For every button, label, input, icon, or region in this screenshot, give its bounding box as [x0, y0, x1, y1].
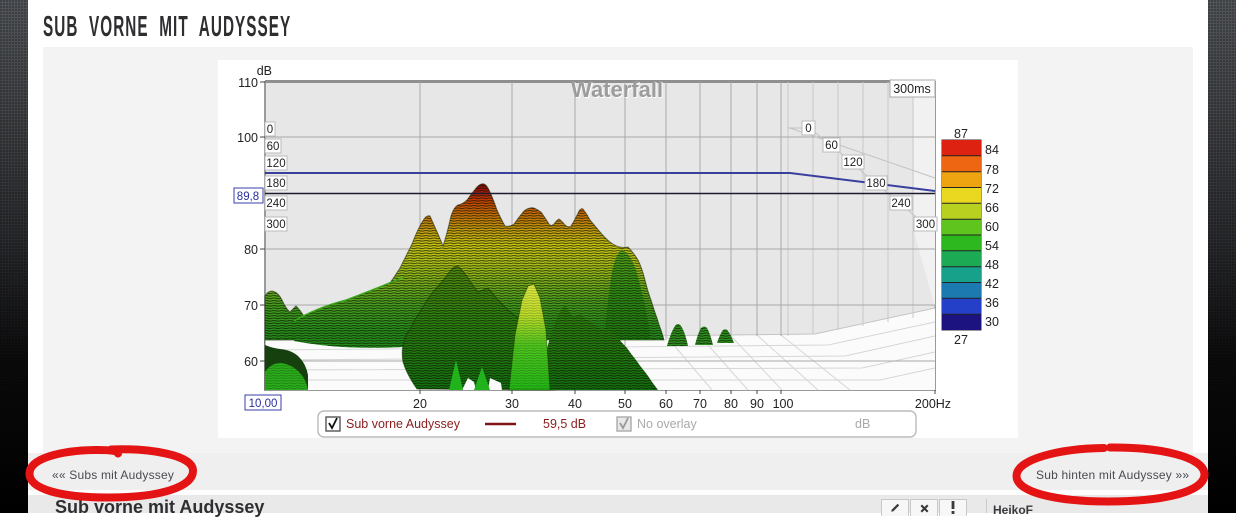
svg-text:dB: dB: [855, 417, 870, 431]
svg-text:60: 60: [244, 355, 258, 369]
svg-text:48: 48: [985, 258, 999, 272]
svg-text:Waterfall: Waterfall: [571, 77, 663, 102]
svg-text:10,00: 10,00: [249, 398, 278, 410]
svg-text:100: 100: [237, 131, 258, 145]
svg-text:dB: dB: [257, 64, 272, 78]
svg-text:72: 72: [985, 182, 999, 196]
svg-text:180: 180: [866, 178, 885, 190]
svg-text:Waterfall: Waterfall: [572, 78, 664, 103]
svg-text:66: 66: [985, 201, 999, 215]
svg-text:70: 70: [244, 299, 258, 313]
svg-text:40: 40: [568, 397, 582, 411]
svg-text:27: 27: [954, 333, 968, 347]
svg-text:110: 110: [238, 76, 258, 90]
svg-text:0: 0: [805, 123, 811, 135]
svg-text:60: 60: [825, 140, 838, 152]
svg-text:54: 54: [985, 239, 999, 253]
svg-text:240: 240: [891, 198, 910, 210]
svg-text:80: 80: [244, 243, 258, 257]
svg-text:300: 300: [916, 219, 935, 231]
svg-text:120: 120: [843, 157, 862, 169]
svg-text:90: 90: [750, 397, 764, 411]
svg-text:30: 30: [985, 315, 999, 329]
svg-text:78: 78: [985, 163, 999, 177]
svg-text:Sub vorne Audyssey: Sub vorne Audyssey: [346, 417, 461, 431]
svg-text:36: 36: [985, 296, 999, 310]
svg-text:30: 30: [505, 397, 519, 411]
svg-text:300ms: 300ms: [893, 82, 931, 96]
svg-text:200Hz: 200Hz: [915, 397, 951, 411]
svg-text:42: 42: [985, 277, 999, 291]
svg-text:60: 60: [659, 397, 673, 411]
svg-text:84: 84: [985, 143, 999, 157]
svg-text:180: 180: [266, 178, 285, 190]
svg-text:87: 87: [954, 127, 968, 141]
svg-text:0: 0: [267, 124, 273, 136]
svg-text:100: 100: [773, 397, 794, 411]
svg-text:80: 80: [724, 397, 738, 411]
svg-text:89,8: 89,8: [237, 191, 259, 203]
svg-text:59,5 dB: 59,5 dB: [543, 417, 586, 431]
svg-text:60: 60: [985, 220, 999, 234]
svg-text:50: 50: [618, 397, 632, 411]
svg-text:70: 70: [693, 397, 707, 411]
svg-text:20: 20: [413, 397, 427, 411]
svg-text:No overlay: No overlay: [637, 417, 697, 431]
svg-text:60: 60: [267, 141, 280, 153]
svg-text:240: 240: [266, 198, 285, 210]
svg-text:300: 300: [266, 219, 285, 231]
svg-text:120: 120: [266, 158, 285, 170]
